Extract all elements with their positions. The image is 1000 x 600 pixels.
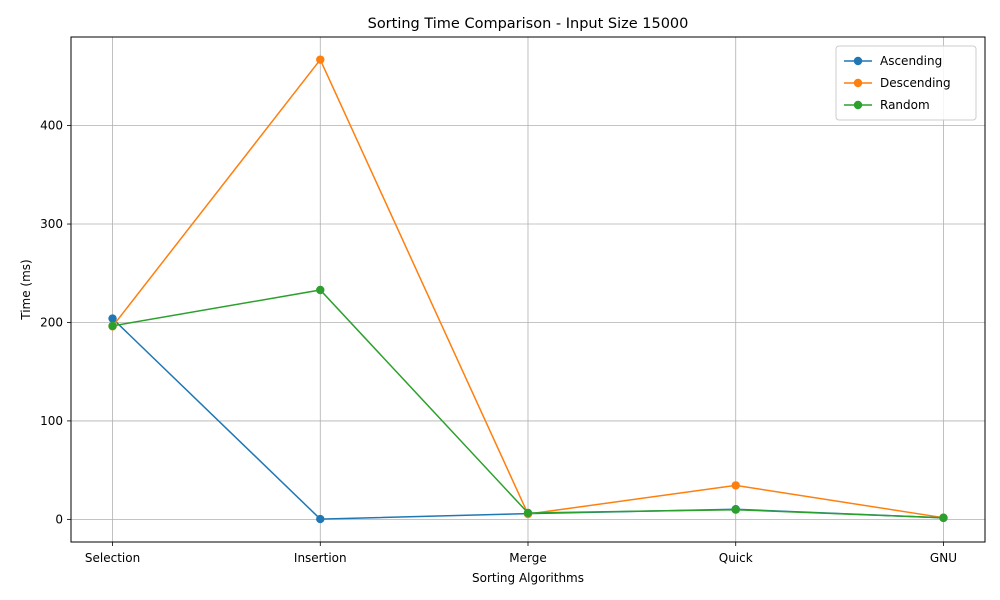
legend-item-ascending: Ascending — [844, 54, 942, 68]
legend-marker — [853, 78, 863, 88]
y-tick-label: 200 — [40, 315, 63, 329]
chart-title: Sorting Time Comparison - Input Size 150… — [368, 16, 689, 32]
legend-marker — [853, 100, 863, 110]
data-point — [939, 513, 948, 522]
x-tick-label: Insertion — [294, 551, 347, 565]
data-point — [316, 55, 325, 64]
y-axis: 0 100 200 300 400 — [40, 119, 71, 526]
legend-item-descending: Descending — [844, 76, 951, 90]
data-point — [731, 481, 740, 490]
y-tick-label: 100 — [40, 414, 63, 428]
legend-item-random: Random — [844, 98, 930, 112]
data-point — [108, 314, 117, 323]
y-tick-label: 300 — [40, 217, 63, 231]
y-axis-label: Time (ms) — [19, 259, 33, 321]
x-tick-label: Merge — [509, 551, 546, 565]
series-random — [108, 285, 948, 522]
y-tick-label: 400 — [40, 119, 63, 133]
x-axis-label: Sorting Algorithms — [472, 571, 584, 585]
legend-marker — [853, 56, 863, 66]
data-point — [731, 505, 740, 514]
data-point — [316, 514, 325, 524]
legend-label: Ascending — [880, 54, 942, 68]
x-axis: Selection Insertion Merge Quick GNU — [85, 542, 957, 565]
data-point — [108, 321, 117, 331]
x-tick-label: Selection — [85, 551, 140, 565]
x-tick-label: GNU — [930, 551, 957, 565]
x-tick-label: Quick — [719, 551, 753, 565]
data-point — [523, 508, 533, 518]
legend-box — [835, 45, 977, 121]
data-point — [316, 285, 325, 295]
legend-label: Random — [880, 98, 930, 112]
legend-label: Descending — [880, 76, 951, 90]
legend: Ascending Descending Random — [835, 45, 977, 121]
series-layer — [108, 55, 948, 524]
y-tick-label: 0 — [55, 512, 63, 526]
